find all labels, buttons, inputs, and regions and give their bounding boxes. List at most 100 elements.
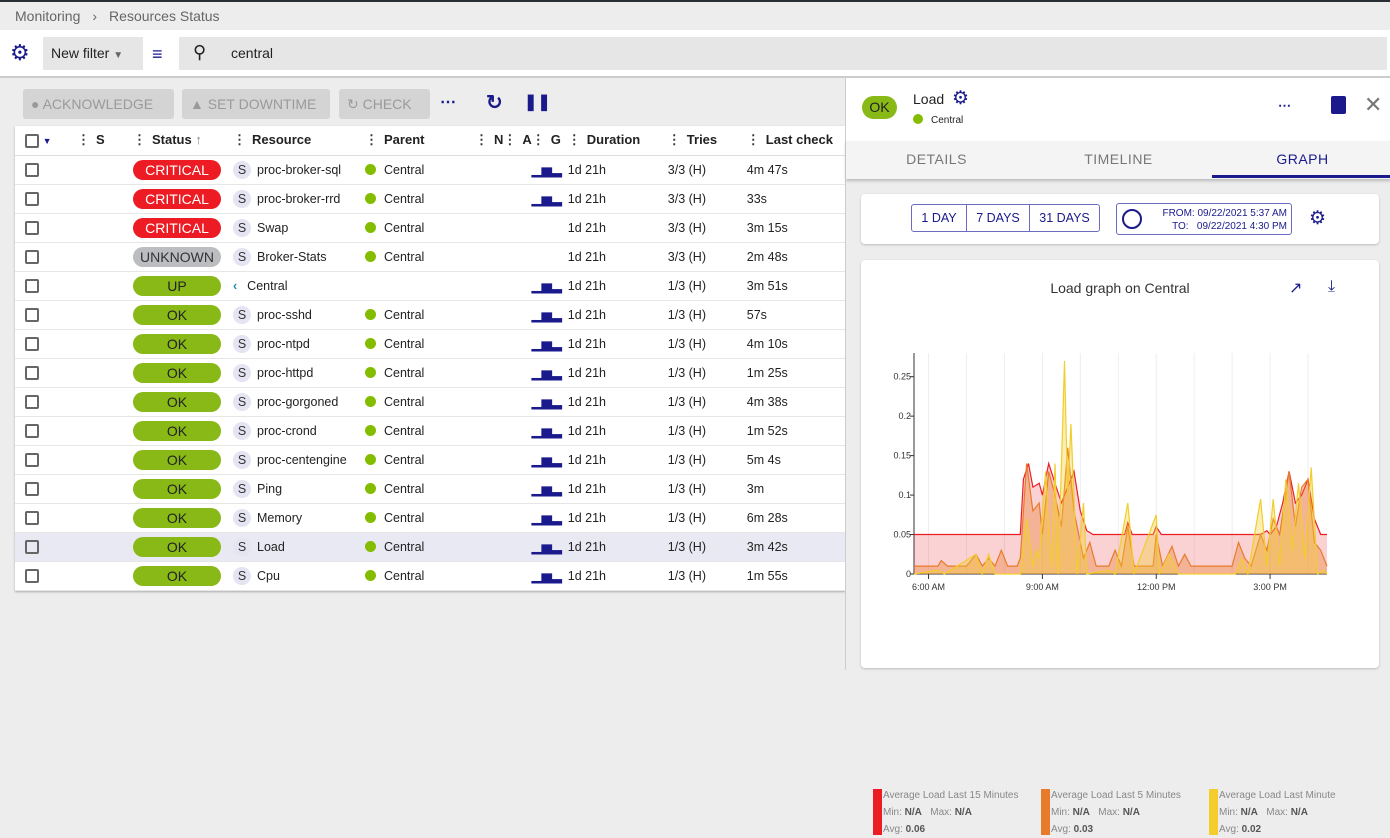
row-select[interactable] xyxy=(15,184,77,214)
row-checkbox[interactable] xyxy=(25,307,39,322)
graph-icon[interactable]: ▁▅▂ xyxy=(531,509,562,525)
breadcrumb-resources-status[interactable]: Resources Status xyxy=(109,8,220,24)
graph-icon[interactable]: ▁▅▂ xyxy=(531,190,562,206)
parent-cell[interactable]: Central xyxy=(365,213,475,243)
col-last-check[interactable]: ⋮ Last check xyxy=(746,126,845,156)
graph-icon[interactable]: ▁▅▂ xyxy=(531,306,562,322)
close-icon[interactable]: ✕ xyxy=(1364,92,1383,117)
row-select[interactable] xyxy=(15,242,77,272)
parent-cell[interactable]: Central xyxy=(365,155,475,185)
row-select[interactable] xyxy=(15,561,77,591)
select-all[interactable]: ▼ xyxy=(15,126,77,156)
row-checkbox[interactable] xyxy=(25,220,39,235)
graph-icon[interactable]: ▁▅▂ xyxy=(531,364,562,380)
row-checkbox[interactable] xyxy=(25,336,39,351)
row-checkbox[interactable] xyxy=(25,452,39,467)
check-button[interactable]: ↻ CHECK xyxy=(339,89,430,119)
more-icon[interactable]: ⋯ xyxy=(1278,98,1291,113)
parent-cell[interactable] xyxy=(365,271,475,301)
graph-icon[interactable]: ▁▅▂ xyxy=(531,451,562,467)
tune-icon[interactable]: ≡ xyxy=(152,44,163,64)
legend-item[interactable]: Average Load Last 15 Minutes Min: N/A Ma… xyxy=(873,787,1018,838)
col-parent[interactable]: ⋮ Parent xyxy=(365,126,475,156)
resource-cell[interactable]: S Memory xyxy=(233,503,365,533)
resource-cell[interactable]: S Ping xyxy=(233,474,365,504)
table-row[interactable]: UNKNOWN S Broker-Stats Central 1d 21h 3/3… xyxy=(15,242,845,272)
graph-icon[interactable]: ▁▅▂ xyxy=(531,567,562,583)
row-select[interactable] xyxy=(15,532,77,562)
period-1-day[interactable]: 1 DAY xyxy=(911,204,967,232)
resource-cell[interactable]: S Load xyxy=(233,532,365,562)
row-checkbox[interactable] xyxy=(25,394,39,409)
row-select[interactable] xyxy=(15,387,77,417)
caret-down-icon[interactable]: ▼ xyxy=(42,136,52,147)
row-select[interactable] xyxy=(15,329,77,359)
col-s[interactable]: ⋮ S xyxy=(77,126,133,156)
graph-icon[interactable]: ▁▅▂ xyxy=(531,422,562,438)
filter-select[interactable]: New filter ▼ xyxy=(43,37,143,70)
acknowledge-button[interactable]: ● ACKNOWLEDGE xyxy=(23,89,174,119)
resource-cell[interactable]: S Broker-Stats xyxy=(233,242,365,272)
row-select[interactable] xyxy=(15,155,77,185)
graph-icon[interactable]: ▁▅▂ xyxy=(531,480,562,496)
parent-cell[interactable]: Central xyxy=(365,561,475,591)
parent-cell[interactable]: Central xyxy=(365,387,475,417)
resource-gear-icon[interactable]: ⚙ xyxy=(952,88,970,109)
col-a[interactable]: ⋮ A xyxy=(503,126,532,156)
graph-icon[interactable]: ▁▅▂ xyxy=(531,538,562,554)
row-checkbox[interactable] xyxy=(25,162,39,177)
parent-cell[interactable]: Central xyxy=(365,416,475,446)
table-row[interactable]: UP ‹ Central ▁▅▂ 1d 21h 1/3 (H) 3m 51s xyxy=(15,271,845,301)
period-7-days[interactable]: 7 DAYS xyxy=(966,204,1030,232)
tab-graph[interactable]: GRAPH xyxy=(1276,151,1329,167)
table-row[interactable]: OK S Ping Central ▁▅▂ 1d 21h 1/3 (H) 3m xyxy=(15,474,845,504)
row-checkbox[interactable] xyxy=(25,539,39,554)
col-status[interactable]: ⋮ Status ↑ xyxy=(133,126,233,156)
download-icon[interactable]: ⤓ xyxy=(1328,278,1336,295)
parent-cell[interactable]: Central xyxy=(365,532,475,562)
tab-details[interactable]: DETAILS xyxy=(906,151,967,167)
parent-cell[interactable]: Central xyxy=(365,242,475,272)
date-range-picker[interactable]: FROM: 09/22/2021 5:37 AM TO: 09/22/2021 … xyxy=(1116,203,1292,235)
search-input[interactable]: ⚲ central xyxy=(179,37,1387,70)
parent-cell[interactable]: Central xyxy=(365,300,475,330)
parent-cell[interactable]: Central xyxy=(365,474,475,504)
table-row[interactable]: OK S Load Central ▁▅▂ 1d 21h 1/3 (H) 3m 4… xyxy=(15,532,845,562)
parent-cell[interactable]: Central xyxy=(365,184,475,214)
copy-link-icon[interactable] xyxy=(1331,96,1346,114)
row-select[interactable] xyxy=(15,503,77,533)
more-actions-icon[interactable]: ⋯ xyxy=(440,94,456,111)
period-31-days[interactable]: 31 DAYS xyxy=(1029,204,1100,232)
table-row[interactable]: CRITICAL S Swap Central 1d 21h 3/3 (H) 3m… xyxy=(15,213,845,243)
table-row[interactable]: OK S Memory Central ▁▅▂ 1d 21h 1/3 (H) 6m… xyxy=(15,503,845,533)
resource-cell[interactable]: ‹ Central xyxy=(233,271,365,301)
row-select[interactable] xyxy=(15,358,77,388)
row-select[interactable] xyxy=(15,213,77,243)
row-checkbox[interactable] xyxy=(25,423,39,438)
col-duration[interactable]: ⋮ Duration xyxy=(567,126,668,156)
graph-icon[interactable]: ▁▅▂ xyxy=(531,393,562,409)
row-select[interactable] xyxy=(15,300,77,330)
row-checkbox[interactable] xyxy=(25,481,39,496)
table-row[interactable]: OK S Cpu Central ▁▅▂ 1d 21h 1/3 (H) 1m 55… xyxy=(15,561,845,591)
row-checkbox[interactable] xyxy=(25,278,39,293)
row-select[interactable] xyxy=(15,416,77,446)
resource-cell[interactable]: S Swap xyxy=(233,213,365,243)
graph-icon[interactable]: ▁▅▂ xyxy=(531,161,562,177)
open-external-icon[interactable]: ↗ xyxy=(1289,280,1303,297)
row-select[interactable] xyxy=(15,445,77,475)
select-all-checkbox[interactable] xyxy=(25,134,39,149)
legend-item[interactable]: Average Load Last 5 Minutes Min: N/A Max… xyxy=(1041,787,1181,838)
